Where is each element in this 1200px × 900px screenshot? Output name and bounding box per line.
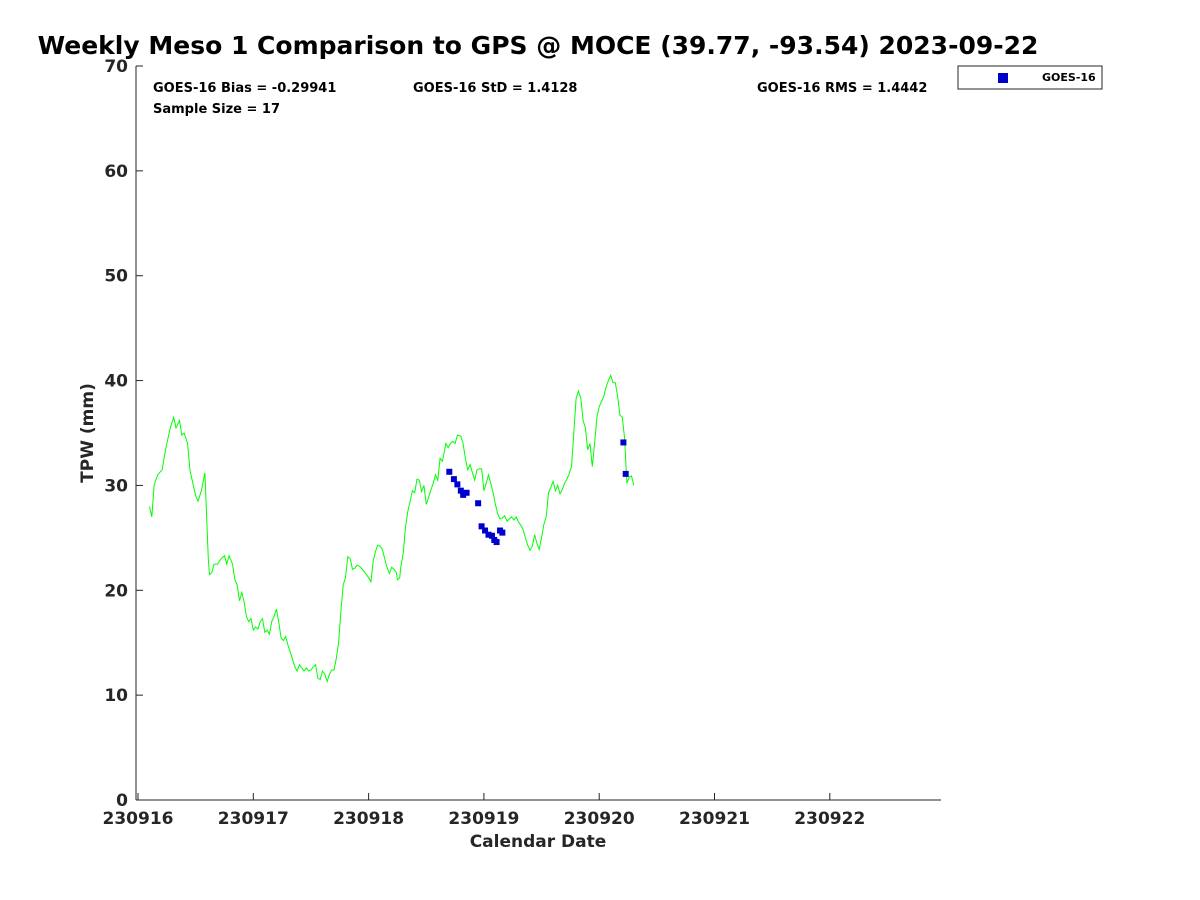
x-tick-label: 230920	[564, 809, 635, 829]
x-tick-label: 230919	[448, 809, 519, 829]
data-point-goes16	[478, 523, 485, 530]
legend-box	[957, 65, 1103, 90]
x-ticks: 230916 230917 230918 230919 230920 230921 2309…	[103, 793, 865, 829]
y-axis-label: TPW (mm)	[78, 383, 98, 483]
stat-rms: GOES-16 RMS = 1.4442	[757, 81, 927, 96]
data-point-goes16	[454, 481, 461, 488]
data-point-goes16	[488, 532, 495, 539]
legend: GOES-16	[957, 65, 1103, 90]
x-tick-label: 230921	[679, 809, 750, 829]
x-tick-label: 230918	[333, 809, 404, 829]
legend-marker-goes16	[998, 73, 1008, 83]
data-point-goes16	[620, 439, 627, 446]
x-tick-label: 230916	[103, 809, 174, 829]
y-tick-label: 60	[104, 162, 128, 182]
y-tick-label: 70	[104, 57, 128, 77]
data-point-goes16	[457, 487, 464, 494]
data-point-goes16	[446, 468, 453, 475]
y-tick-label: 50	[104, 267, 128, 287]
data-point-goes16	[622, 470, 629, 477]
data-point-goes16	[475, 500, 482, 507]
y-tick-label: 40	[104, 372, 128, 392]
stat-bias: GOES-16 Bias = -0.29941	[153, 81, 336, 96]
data-point-goes16	[463, 489, 470, 496]
data-point-goes16	[482, 527, 489, 534]
y-tick-label: 20	[104, 581, 128, 601]
y-tick-label: 30	[104, 476, 128, 496]
axes	[135, 66, 941, 801]
data-point-goes16	[450, 476, 457, 483]
stat-sample-size: Sample Size = 17	[153, 102, 280, 117]
chart-title: Weekly Meso 1 Comparison to GPS @ MOCE (…	[38, 31, 1039, 60]
plot-data	[149, 373, 635, 684]
y-tick-label: 0	[116, 791, 128, 811]
y-tick-label: 10	[104, 686, 128, 706]
legend-label-goes16: GOES-16	[1042, 71, 1096, 84]
x-tick-label: 230922	[794, 809, 865, 829]
series-line-gps	[149, 373, 635, 684]
stat-std: GOES-16 StD = 1.4128	[413, 81, 577, 96]
data-point-goes16	[485, 531, 492, 538]
x-axis-label: Calendar Date	[470, 832, 607, 852]
data-point-goes16	[460, 491, 467, 498]
data-point-goes16	[499, 529, 506, 536]
data-point-goes16	[493, 539, 500, 546]
x-tick-label: 230917	[218, 809, 289, 829]
y-ticks: 0 10 20 30 40 50 60 70	[104, 57, 143, 811]
